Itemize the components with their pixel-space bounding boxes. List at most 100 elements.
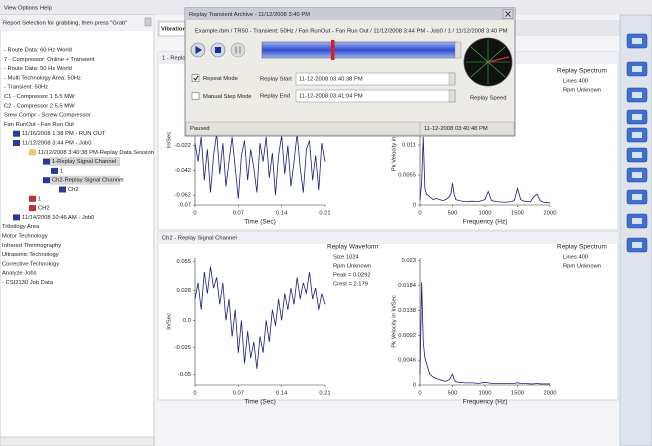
archive-path: Example.rbm / TR50 - Transient: 50Hz / F… (195, 29, 508, 35)
tree-icon (43, 177, 50, 184)
field-value: 11-12-2008 03:40:38 PM (299, 77, 363, 83)
tree-icon (51, 167, 58, 174)
tree-item[interactable]: 11/16/2008 1:38 PM - RUN OUT (22, 131, 106, 137)
data-line (419, 282, 550, 385)
tree-item[interactable]: C1 - Compressor 1 5.5 MW (4, 94, 75, 100)
toolbar (619, 14, 652, 446)
stop-icon (215, 47, 221, 53)
chart: 0.055 0.028 0.0 -0.025 -0.05 0 0.07 0.14 0.21 Tim… (167, 244, 379, 406)
selection (50, 175, 120, 185)
y-tick-label: 0.055 (176, 259, 191, 265)
tree-item[interactable]: 1 (60, 168, 63, 174)
tree-icon (13, 130, 20, 137)
toolbar-glyph (632, 218, 642, 224)
tree-item[interactable]: Ch2-Replay Signal Channel (52, 178, 124, 184)
pause-icon (235, 46, 237, 54)
menu-item[interactable]: Options (18, 6, 38, 12)
tree-item[interactable]: Ch2 (68, 187, 79, 193)
y-tick-label: -0.062 (175, 193, 191, 199)
manual-step-checkbox[interactable] (191, 92, 200, 100)
y-tick-label: -0.07 (178, 203, 191, 209)
tree-item[interactable]: 1-Replay Signal Channel (52, 159, 116, 165)
slider-thumb[interactable] (331, 40, 335, 60)
spin-button[interactable] (454, 41, 462, 59)
panel-title: Ch2 - Replay Signal Channel (162, 236, 237, 242)
spin-button[interactable] (448, 89, 456, 103)
x-tick-label: 0.21 (319, 211, 330, 217)
tree-item[interactable]: Motor Technology (2, 234, 48, 240)
x-axis-label: Time (Sec) (244, 219, 276, 226)
dial-marks (466, 40, 510, 84)
y-tick-label: 0.023 (401, 258, 416, 264)
annotation: Size 1024 (333, 255, 360, 261)
status-text: Paused (190, 126, 210, 132)
chart: 0.023 0.0184 0.0138 0.0092 0.0046 00 500 1000 15… (392, 244, 607, 406)
x-tick-label: 1500 (511, 211, 524, 217)
y-tick-label: -0.05 (178, 372, 191, 378)
repeat-checkbox[interactable] (191, 74, 200, 82)
x-tick-label: 2000 (544, 391, 557, 397)
toolbar-icons (626, 33, 648, 253)
x-tick-label: 2000 (544, 211, 557, 217)
dialog-title: Replay Transient Archive - 11/12/2008 3:… (189, 12, 310, 18)
menu-item[interactable]: Help (40, 6, 52, 12)
tree-item[interactable]: Infrared Thermography (2, 243, 61, 249)
pin-button[interactable] (144, 17, 152, 27)
tree-icon (29, 205, 36, 212)
field-value: 11-12-2008 03:41:04 PM (299, 94, 363, 100)
tree-icon (13, 214, 20, 221)
tree-item[interactable]: Analyze Jobs (2, 271, 37, 277)
tree-item[interactable]: Tribology Area (2, 224, 40, 230)
tree-item[interactable]: - CSI2130 Job Data (2, 280, 54, 286)
tree-icon (13, 140, 20, 146)
toolbar-glyph (632, 172, 642, 178)
progress-slider[interactable] (261, 41, 456, 59)
tree-item[interactable]: - Route Data: 50 Hz World (4, 66, 72, 72)
tree-item[interactable]: 1 (38, 196, 41, 202)
tree-item[interactable]: - Multi Technology Area: 50Hz (4, 75, 81, 81)
y-axis-label: Pk Velocity in In/Sec (392, 119, 398, 172)
scrollbar[interactable] (0, 436, 155, 446)
y-tick-label: 0.0138 (398, 308, 416, 314)
tab-label[interactable]: Vibration (161, 27, 186, 33)
checkbox-label: Manual Step Mode (203, 94, 252, 100)
status-bar (185, 121, 515, 136)
annotation: Rpm Unknown (563, 88, 601, 94)
annotation: Rpm Unknown (333, 264, 371, 270)
toolbar-glyph (632, 38, 642, 44)
annotation: Lines 400 (563, 79, 588, 85)
tree-item[interactable]: 11/12/2008 3:44 PM - Job0 (22, 141, 92, 147)
y-tick-label: 0.0055 (398, 173, 416, 179)
tree-item[interactable]: - Transient: 50Hz (4, 85, 48, 91)
panel-header (158, 232, 618, 244)
menu-item[interactable]: View (4, 6, 17, 12)
play-icon (195, 46, 202, 54)
status-time: 11-12-2008 03:40:48 PM (424, 126, 488, 132)
close-icon (505, 11, 511, 17)
toolbar-glyph (632, 114, 642, 120)
annotation: Lines 400 (563, 255, 588, 261)
tree-item[interactable]: C2 - Compressor 2 5.5 MW (4, 103, 75, 109)
tree-item[interactable]: 11/14/2008 10:46 AM - Job0 (22, 215, 94, 221)
pause-button[interactable] (230, 42, 246, 58)
x-axis-label: Frequency (Hz) (463, 399, 508, 406)
tree-item[interactable]: 7 - Compressor: Online + Transient (4, 57, 95, 63)
toolbar-glyph (632, 194, 642, 200)
spin-button[interactable] (448, 72, 456, 86)
tree-item[interactable]: 11/12/2008 3:40:38 PM-Replay Data Sessio… (38, 150, 154, 156)
tree-item[interactable]: Fan RunOut - Fan Run Out (4, 122, 74, 128)
tree-item[interactable]: Ultrasonic Technology (2, 252, 59, 258)
data-line (194, 266, 326, 369)
panel (157, 231, 619, 401)
tree-item[interactable]: - Route Data: 60 Hz World (4, 48, 72, 54)
tree-item[interactable]: CH2 (38, 206, 50, 212)
dial-label: Replay Speed (470, 96, 506, 102)
chart: -0.022 -0.042 -0.062 -0.070 0.07 0.14 0.21 Time… (167, 75, 331, 226)
y-tick-label: 0.028 (176, 288, 191, 294)
tree-item[interactable]: Corrective Technology (2, 261, 59, 267)
data-line (419, 136, 551, 204)
y-tick-label: 0 (413, 383, 416, 389)
y-tick-label: 0.0046 (398, 358, 416, 364)
tree-item[interactable]: Srew Compr - Screw Compressor (4, 113, 91, 119)
